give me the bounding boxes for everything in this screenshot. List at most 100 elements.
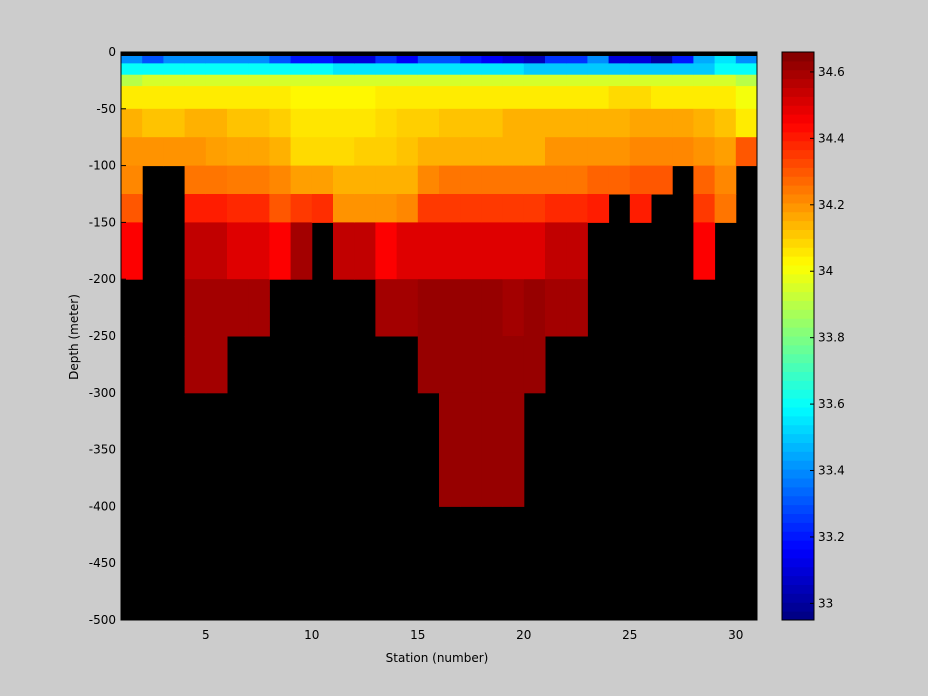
- heatmap-cell: [693, 137, 716, 167]
- heatmap-cell: [269, 194, 292, 223]
- heatmap-cell: [184, 165, 207, 195]
- heatmap-cell: [460, 336, 482, 394]
- colorbar-segment: [782, 185, 814, 195]
- heatmap-cell: [163, 52, 186, 64]
- heatmap-cell: [163, 74, 186, 87]
- heatmap-cell: [121, 74, 143, 87]
- heatmap-cell: [439, 86, 461, 110]
- heatmap-cell: [714, 108, 737, 138]
- heatmap-cell: [502, 279, 525, 337]
- colorbar-segment: [782, 87, 814, 97]
- heatmap-cell: [375, 86, 398, 110]
- heatmap-cell: [651, 52, 673, 64]
- heatmap-cell: [417, 63, 440, 76]
- heatmap-cell: [545, 279, 567, 337]
- heatmap-cell: [227, 279, 249, 337]
- colorbar-segment: [782, 300, 814, 310]
- heatmap-cell: [375, 194, 398, 223]
- colorbar-segment: [782, 549, 814, 559]
- heatmap-cell: [290, 74, 313, 87]
- heatmap-cell: [566, 86, 588, 110]
- heatmap-cell: [417, 86, 440, 110]
- heatmap-cell: [502, 52, 525, 64]
- heatmap-cell: [693, 52, 716, 64]
- heatmap-cell: [735, 108, 758, 138]
- heatmap-cell: [587, 86, 610, 110]
- heatmap-cell: [566, 279, 588, 337]
- heatmap-cell: [629, 165, 652, 195]
- heatmap-cell: [417, 194, 440, 223]
- heatmap-cell: [672, 108, 694, 138]
- colorbar-tick-label: 34.2: [818, 198, 845, 212]
- colorbar-segment: [782, 495, 814, 506]
- colorbar-segment: [782, 114, 814, 124]
- heatmap-cell: [693, 86, 716, 110]
- colorbar-segment: [782, 140, 814, 151]
- colorbar-segment: [782, 353, 814, 364]
- heatmap-cell: [205, 63, 228, 76]
- heatmap-cell: [227, 86, 249, 110]
- heatmap-cell: [481, 52, 504, 64]
- colorbar-segment: [782, 336, 814, 346]
- heatmap-cell: [566, 52, 588, 64]
- heatmap-cell: [587, 74, 610, 87]
- colorbar-segment: [782, 229, 814, 239]
- heatmap-cell: [311, 74, 334, 87]
- heatmap-cell: [396, 74, 419, 87]
- heatmap-cell: [354, 108, 376, 138]
- colorbar-segment: [782, 522, 814, 532]
- heatmap-cell: [672, 137, 694, 167]
- colorbar-segment: [782, 309, 814, 319]
- heatmap-cell: [608, 74, 631, 87]
- heatmap-cell: [290, 165, 313, 195]
- heatmap-cell: [121, 108, 143, 138]
- heatmap-cell: [735, 86, 758, 110]
- heatmap-cell: [121, 86, 143, 110]
- heatmap-cell: [184, 63, 207, 76]
- colorbar-segment: [782, 611, 814, 621]
- heatmap-cell: [439, 222, 461, 280]
- colorbar-tick-label: 34.4: [818, 131, 845, 145]
- colorbar-segment: [782, 167, 814, 177]
- heatmap-cell: [375, 63, 398, 76]
- colorbar-segment: [782, 158, 814, 168]
- heatmap-cell: [460, 137, 482, 167]
- heatmap-cell: [205, 137, 228, 167]
- heatmap-cell: [227, 63, 249, 76]
- heatmap-cell: [629, 74, 652, 87]
- colorbar-tick-label: 33.6: [818, 397, 845, 411]
- heatmap-cell: [651, 108, 673, 138]
- heatmap-cell: [629, 52, 652, 64]
- heatmap-cell: [311, 86, 334, 110]
- heatmap-cell: [417, 336, 440, 394]
- heatmap-cell: [417, 137, 440, 167]
- colorbar-segment: [782, 566, 814, 577]
- heatmap-cell: [396, 137, 419, 167]
- heatmap-cell: [205, 74, 228, 87]
- heatmap-cell: [481, 74, 504, 87]
- heatmap-cell: [375, 108, 398, 138]
- heatmap-cell: [269, 86, 292, 110]
- heatmap-cell: [672, 52, 694, 64]
- heatmap-cell: [629, 86, 652, 110]
- heatmap-cell: [523, 63, 546, 76]
- heatmap-cell: [523, 52, 546, 64]
- heatmap-cell: [248, 222, 270, 280]
- heatmap-cell: [184, 74, 207, 87]
- colorbar-segment: [782, 433, 814, 443]
- heatmap-cell: [566, 194, 588, 223]
- heatmap-cell: [460, 222, 482, 280]
- colorbar-segment: [782, 469, 814, 479]
- heatmap-cell: [227, 74, 249, 87]
- heatmap-cell: [629, 63, 652, 76]
- heatmap-cell: [545, 52, 567, 64]
- heatmap-cell: [587, 63, 610, 76]
- heatmap-cell: [608, 108, 631, 138]
- heatmap-cell: [735, 63, 758, 76]
- heatmap-cell: [672, 63, 694, 76]
- heatmap-cell: [545, 194, 567, 223]
- y-tick-label: -100: [89, 159, 116, 173]
- heatmap-cell: [714, 194, 737, 223]
- colorbar-tick-label: 33.2: [818, 530, 845, 544]
